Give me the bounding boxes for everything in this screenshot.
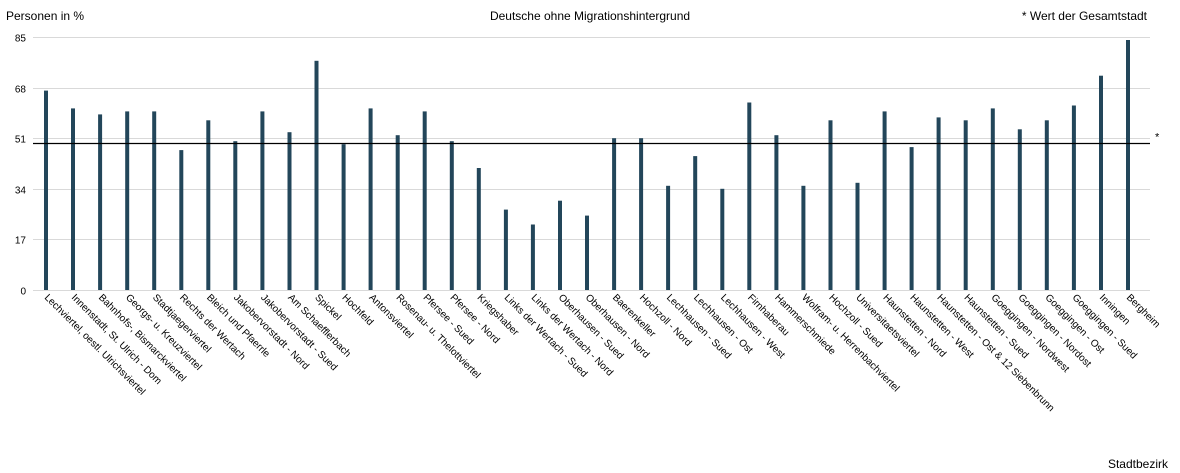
bar: [963, 120, 968, 290]
bar: [909, 147, 914, 290]
bar: [503, 209, 508, 290]
bar: [585, 215, 589, 290]
bar: [98, 114, 103, 291]
bar: [1126, 40, 1130, 290]
bar: [936, 117, 941, 291]
bar: [125, 111, 130, 291]
bar: [287, 132, 292, 290]
bar: [449, 141, 454, 290]
bar: [1017, 129, 1022, 290]
reference-note: * Wert der Gesamtstadt: [1021, 9, 1147, 23]
bar: [612, 138, 617, 290]
y-tick-label: 68: [15, 85, 27, 96]
y-tick-label: 51: [15, 135, 27, 146]
bar: [44, 90, 48, 290]
bar: [1099, 75, 1103, 290]
bar: [341, 144, 346, 290]
bar: [990, 108, 995, 291]
bar: [1044, 120, 1049, 290]
y-axis-label: Personen in %: [6, 9, 85, 23]
bar: [558, 200, 562, 290]
x-tick-label: Bergheim: [1124, 292, 1162, 330]
bar: [801, 185, 806, 290]
x-axis-label: Stadtbezirk: [1107, 457, 1168, 471]
bar: [422, 111, 427, 291]
bar: [314, 60, 319, 290]
reference-marker: *: [1155, 132, 1160, 144]
bar: [368, 108, 373, 291]
bar: [639, 138, 644, 290]
bar: [233, 141, 238, 290]
bar: [774, 135, 779, 290]
bar: [720, 188, 725, 290]
bar: [260, 111, 265, 291]
bar: [747, 102, 752, 290]
chart-title: Deutsche ohne Migrationshintergrund: [489, 9, 691, 23]
bar: [71, 108, 75, 291]
y-tick-label: 85: [15, 34, 27, 45]
bar: [828, 120, 833, 290]
bar: [882, 111, 887, 291]
bar: [530, 224, 535, 290]
bar: [152, 111, 157, 291]
bar: [206, 120, 211, 290]
bar: [666, 185, 671, 290]
bar: [476, 168, 481, 290]
bar: [693, 156, 698, 290]
y-tick-label: 0: [20, 287, 26, 298]
y-tick-label: 17: [15, 236, 27, 247]
bar: [395, 135, 400, 290]
bar: [179, 150, 184, 290]
y-tick-label: 34: [15, 186, 27, 197]
bar: [1071, 105, 1076, 290]
bar: [855, 182, 860, 290]
